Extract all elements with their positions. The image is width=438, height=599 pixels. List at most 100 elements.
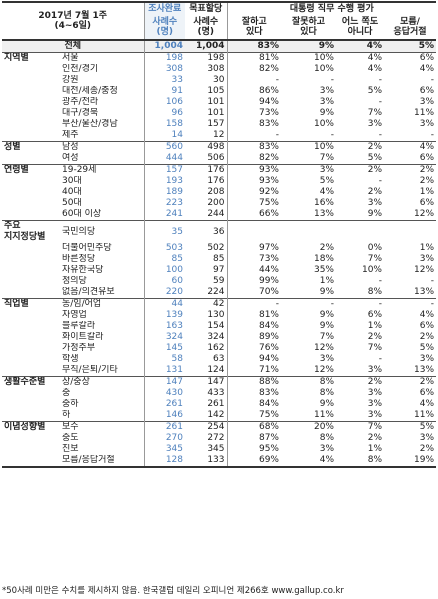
no-answer-pct: - (430, 75, 435, 85)
negative-pct: 8% (319, 388, 334, 398)
target-count: 176 (185, 164, 228, 176)
no-answer-pct: 5% (384, 421, 437, 433)
col-header-neutral: 어느 쪽도 아니다 (341, 17, 379, 37)
positive-pct: 75% (258, 410, 279, 420)
table-row: 중하 261 261 84% 9% 3% 4% (2, 399, 436, 410)
completed-count: 430 (143, 388, 185, 399)
negative-pct: 10% (281, 52, 336, 64)
neutral-pct: 2% (367, 187, 382, 197)
negative-pct: 18% (313, 254, 334, 264)
no-answer-pct: 6% (419, 86, 435, 96)
row-label: 중하 (60, 399, 145, 410)
group-label: 주요 지지정당별 (2, 220, 60, 243)
negative-pct: 3% (281, 164, 336, 176)
neutral-pct: 1% (367, 321, 382, 331)
completed-count: 58 (143, 354, 185, 365)
row-label: 화이트칼라 (60, 332, 145, 343)
completed-count: 131 (143, 365, 185, 377)
group-label (2, 343, 60, 354)
neutral-pct: 2% (336, 164, 384, 176)
row-label: 바른정당 (60, 254, 145, 265)
positive-pct: 73% (258, 108, 279, 118)
completed-count: 444 (143, 153, 185, 165)
table-row: 중도 270 272 87% 8% 2% 3% (2, 433, 436, 444)
neutral-pct: - (336, 298, 384, 310)
no-answer-pct: 6% (419, 321, 435, 331)
target-count: 105 (185, 86, 228, 97)
negative-pct: 3% (319, 354, 334, 364)
target-count: 147 (185, 376, 228, 388)
neutral-pct: 5% (367, 86, 382, 96)
table-row: 블루칼라 163 154 84% 9% 1% 6% (2, 321, 436, 332)
group-label (2, 119, 60, 130)
neutral-pct: 8% (336, 455, 384, 468)
positive-pct: 69% (227, 455, 281, 468)
positive-pct: 81% (227, 52, 281, 64)
group-label: 성별 (2, 141, 60, 153)
group-label (2, 399, 60, 410)
positive-pct: 94% (258, 97, 279, 107)
completed-count: 96 (143, 108, 185, 119)
row-label: 없음/의견유보 (60, 287, 145, 299)
positive-pct (227, 220, 281, 243)
negative-pct: 13% (313, 209, 334, 219)
no-answer-pct: 13% (414, 365, 435, 375)
completed-count: 44 (143, 298, 185, 310)
neutral-pct: 3% (367, 198, 382, 208)
group-label (2, 86, 60, 97)
row-label: 남성 (60, 141, 145, 153)
group-label (2, 455, 60, 468)
negative-pct: 1% (319, 276, 334, 286)
col-header-no-answer: 모름/응답거절 (393, 17, 427, 37)
target-count: 345 (185, 444, 228, 455)
neutral-pct (336, 220, 384, 243)
positive-pct: 68% (227, 421, 281, 433)
target-count: 59 (185, 276, 228, 287)
neutral-pct: 6% (367, 310, 382, 320)
table-row: 중 430 433 83% 8% 3% 6% (2, 388, 436, 399)
target-count: 176 (185, 176, 228, 187)
no-answer-pct: - (430, 130, 435, 140)
col-header-target-sub: 사례수 (명) (185, 15, 228, 40)
target-count: 12 (185, 130, 228, 142)
group-label (2, 209, 60, 221)
completed-count: 241 (143, 209, 185, 221)
target-count: 200 (185, 198, 228, 209)
group-label (2, 388, 60, 399)
row-label: 국민의당 (60, 220, 145, 243)
row-label: 50대 (60, 198, 145, 209)
row-label: 강원 (60, 75, 145, 86)
no-answer-pct: 2% (419, 332, 435, 342)
row-label: 부산/울산/경남 (60, 119, 145, 130)
no-answer-pct: 2% (384, 376, 437, 388)
row-label: 가정주부 (60, 343, 145, 354)
group-label (2, 64, 60, 75)
target-count: 433 (185, 388, 228, 399)
table-row: 없음/의견유보 220 224 70% 9% 8% 13% (2, 287, 436, 299)
positive-pct: 93% (227, 164, 281, 176)
completed-count: 139 (143, 310, 185, 321)
row-label: 진보 (60, 444, 145, 455)
completed-count: 146 (143, 410, 185, 422)
completed-count: 163 (143, 321, 185, 332)
completed-count: 33 (143, 75, 185, 86)
negative-pct: - (330, 75, 334, 85)
neutral-pct: 3% (367, 119, 382, 129)
group-label (2, 265, 60, 276)
row-label: 광주/전라 (60, 97, 145, 108)
group-label (2, 254, 60, 265)
positive-pct: 84% (258, 399, 279, 409)
no-answer-pct: 6% (419, 388, 435, 398)
negative-pct: 3% (319, 444, 334, 454)
negative-pct: 9% (319, 287, 334, 297)
negative-pct: 12% (313, 365, 334, 375)
no-answer-pct: 1% (419, 243, 435, 253)
group-label: 지역별 (2, 52, 60, 64)
table-row: 모름/응답거절 128 133 69% 4% 8% 19% (2, 455, 437, 468)
table-row: 연령별 19-29세 157 176 93% 3% 2% 2% (2, 164, 437, 176)
positive-pct: 81% (258, 310, 279, 320)
group-label (2, 365, 60, 377)
negative-pct: 35% (313, 265, 334, 275)
neutral-pct: 7% (336, 421, 384, 433)
target-count: 101 (185, 97, 228, 108)
